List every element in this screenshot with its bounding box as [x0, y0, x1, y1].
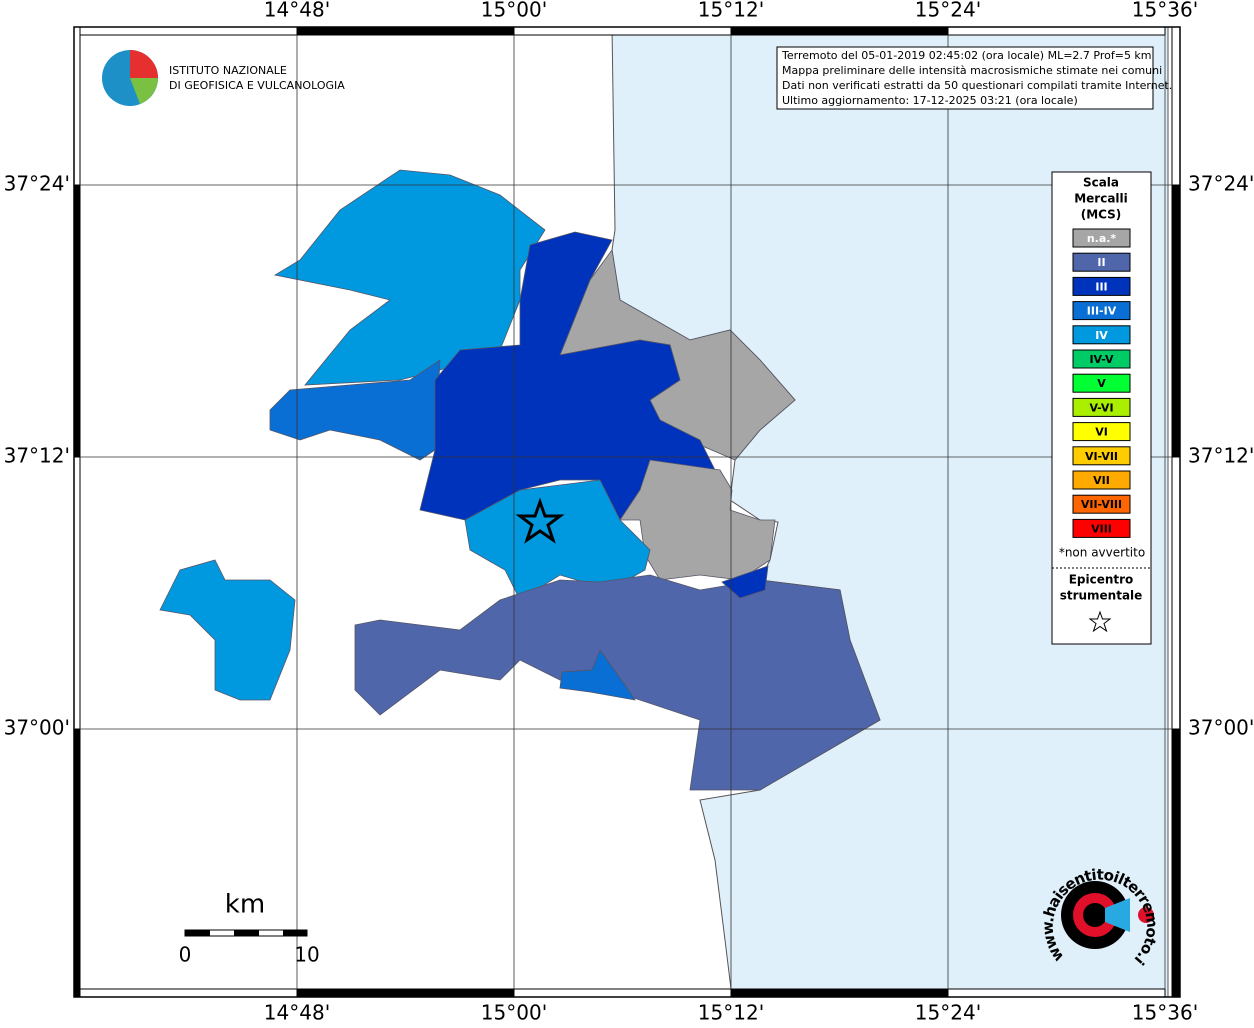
region-iii: [721, 565, 769, 599]
legend-title: Mercalli: [1074, 192, 1128, 206]
graticule: 14°48' 14°48' 15°00' 15°00' 15°12' 15°12' 15°2…: [4, 0, 1254, 1025]
region-iii-iv: [269, 359, 441, 461]
legend-swatch: [1072, 422, 1131, 442]
legend-label: VI: [1095, 426, 1108, 439]
legend-label: V: [1097, 377, 1106, 390]
logo-segment: [130, 78, 158, 104]
lat-label: 37°12': [1188, 444, 1254, 468]
lat-label: 37°00': [4, 716, 70, 740]
ingv-logo: ISTITUTO NAZIONALE DI GEOFISICA E VULCAN…: [102, 50, 345, 106]
lon-label: 14°48': [264, 0, 330, 22]
frame-bar: [1171, 26, 1181, 186]
frame-bar: [73, 26, 81, 186]
lon-label: 15°12': [698, 0, 764, 22]
legend-swatch: [1072, 470, 1131, 490]
scale-label: 0: [179, 943, 192, 967]
legend-label: VI-VII: [1085, 450, 1118, 463]
legend-swatch: [1072, 397, 1131, 417]
map-border: [73, 26, 1181, 998]
frame-bar: [947, 988, 1166, 998]
frame-bar: [1171, 728, 1181, 998]
frame-bar: [513, 26, 732, 36]
info-box: [776, 46, 1154, 110]
info-line: Mappa preliminare delle intensità macros…: [782, 64, 1162, 77]
legend-label: III-IV: [1087, 305, 1117, 318]
region-iii-iv: [559, 649, 636, 701]
legend-swatch: [1072, 373, 1131, 393]
legend-label: IV: [1095, 329, 1108, 342]
lon-label: 15°24': [915, 1001, 981, 1025]
scale-segment: [283, 930, 307, 936]
info-text: Terremoto del 05-01-2019 02:45:02 (ora l…: [781, 49, 1172, 107]
legend-label: IV-V: [1089, 353, 1114, 366]
region-iv: [159, 559, 296, 701]
legend-label: V-VI: [1089, 401, 1113, 414]
frame-bar: [513, 988, 732, 998]
legend-star: [1088, 610, 1112, 633]
frame-bar: [730, 988, 949, 998]
info-line: Ultimo aggiornamento: 17-12-2025 03:21 (…: [782, 94, 1078, 107]
scale-label: 10: [294, 943, 319, 967]
epicentre-star: [515, 497, 565, 544]
info-line: Dati non verificati estratti da 50 quest…: [782, 79, 1172, 92]
lon-label: 15°00': [481, 0, 547, 22]
lon-label: 14°48': [264, 1001, 330, 1025]
frame-bar: [730, 26, 949, 36]
scale-bar: km 0 10: [179, 890, 320, 967]
municipalities: [159, 169, 881, 791]
lat-label: 37°24': [4, 172, 70, 196]
frame-bar: [73, 728, 81, 998]
legend-swatch: [1072, 325, 1131, 345]
legend-label: III: [1095, 280, 1107, 293]
legend-swatch: [1072, 349, 1131, 369]
legend-title: Scala: [1083, 176, 1119, 190]
lon-label: 15°24': [915, 0, 981, 22]
lat-label: 37°24': [1188, 172, 1254, 196]
legend-swatch: [1072, 228, 1131, 248]
legend-label: VII: [1093, 474, 1110, 487]
lon-label: 15°12': [698, 1001, 764, 1025]
legend-swatch: [1072, 494, 1131, 514]
legend-epicentre: Epicentro: [1069, 573, 1134, 587]
frame-bar: [1171, 184, 1181, 458]
legend-swatch: [1072, 518, 1131, 538]
lon-label: 15°36': [1132, 0, 1198, 22]
scale-segment: [185, 930, 210, 936]
legend-label: II: [1097, 256, 1105, 269]
logo-segment: [130, 50, 158, 78]
lon-label: 15°00': [481, 1001, 547, 1025]
frame-bar: [947, 26, 1166, 36]
info-line: Terremoto del 05-01-2019 02:45:02 (ora l…: [781, 49, 1152, 62]
legend-swatch: [1072, 252, 1131, 272]
frame-bar: [73, 184, 81, 458]
logo-text: DI GEOFISICA E VULCANOLOGIA: [169, 79, 345, 92]
legend-swatch: [1072, 446, 1131, 466]
frame-bar: [73, 26, 298, 36]
frame-bar: [73, 456, 81, 730]
scale-segment: [234, 930, 259, 936]
logo-ring: [1083, 903, 1107, 927]
legend-label: VIII: [1091, 522, 1112, 535]
legend-label: n.a.*: [1087, 232, 1117, 245]
frame-bar: [296, 26, 515, 36]
legend-title: (MCS): [1081, 208, 1122, 222]
logo-badge: [1138, 907, 1154, 923]
lat-label: 37°12': [4, 444, 70, 468]
legend-swatch: [1072, 301, 1131, 321]
lon-label: 15°36': [1132, 1001, 1198, 1025]
frame-bar: [1171, 456, 1181, 730]
legend-note: *non avvertito: [1059, 546, 1145, 560]
legend-swatch: [1072, 276, 1131, 296]
legend-label: VII-VIII: [1081, 498, 1122, 511]
logo-speaker: [1105, 898, 1130, 932]
scale-unit: km: [225, 890, 265, 920]
legend-epicentre: strumentale: [1060, 589, 1143, 603]
legend-content: ScalaMercalli(MCS)n.a.*IIIIIIII-IVIVIV-V…: [1059, 176, 1145, 633]
frame-bar: [296, 988, 515, 998]
logo-text: ISTITUTO NAZIONALE: [169, 64, 287, 77]
lat-label: 37°00': [1188, 716, 1254, 740]
frame-bar: [73, 988, 298, 998]
